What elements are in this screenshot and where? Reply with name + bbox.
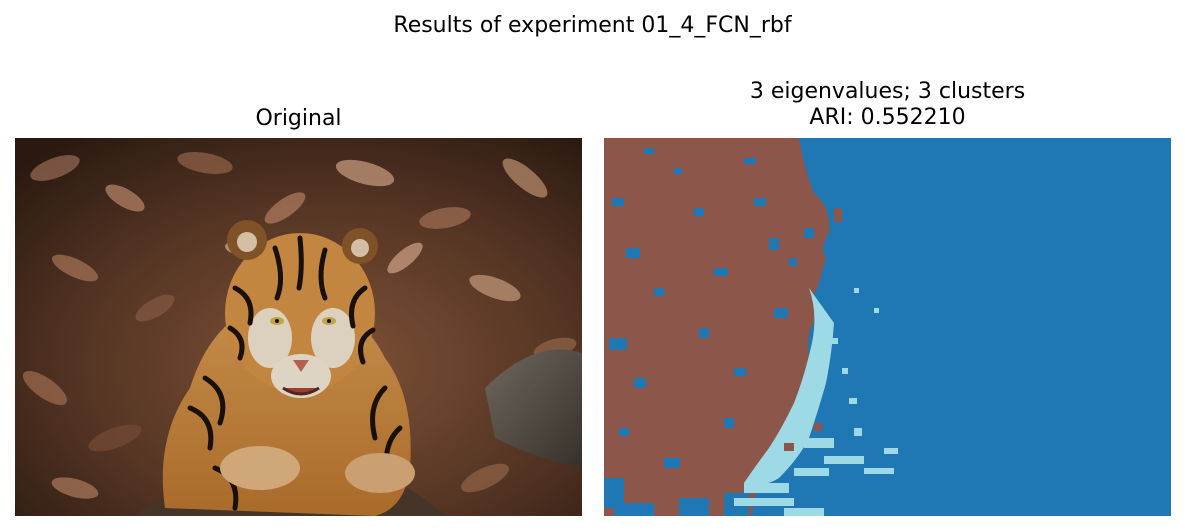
segmentation-map [604, 138, 1171, 516]
original-title-text: Original [255, 106, 342, 131]
figure-suptitle: Results of experiment 01_4_FCN_rbf [393, 13, 792, 38]
segmentation-panel-title: 3 eigenvalues; 3 clusters ARI: 0.552210 [604, 79, 1171, 131]
segmentation-title-line1: 3 eigenvalues; 3 clusters [749, 79, 1026, 104]
segmentation-image [604, 138, 1171, 516]
tiger-photo [15, 138, 582, 516]
original-image [15, 138, 582, 516]
segmentation-title-line2: ARI: 0.552210 [809, 105, 966, 130]
original-panel-title: Original [15, 106, 582, 132]
